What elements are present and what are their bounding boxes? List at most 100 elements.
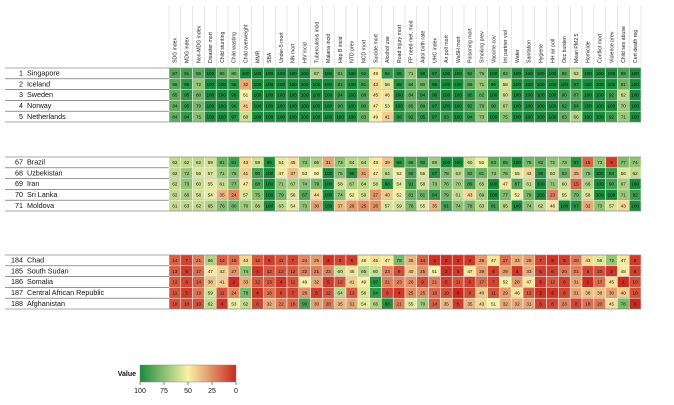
country-label: Sweden xyxy=(27,90,53,99)
cell-value: 66 xyxy=(314,160,320,165)
cell-value: 60 xyxy=(338,269,344,274)
cell-value: 99 xyxy=(231,93,237,98)
cell-value: 80 xyxy=(420,82,426,87)
cell-value: 96 xyxy=(231,104,237,109)
cell-value: 89 xyxy=(467,182,473,187)
cell-value: 64 xyxy=(361,182,367,187)
cell-value: 57 xyxy=(243,193,249,198)
cell-value: 97 xyxy=(432,171,438,176)
cell-value: 52 xyxy=(349,193,355,198)
cell-value: 5 xyxy=(457,269,460,274)
country-row: 184 Chad 14 7 21 66 14 16 43 12 6 11 7 24 29 3 8 5 48 45 47 7… xyxy=(5,254,642,267)
rank-label: 186 xyxy=(11,277,23,286)
indicator-header: Water xyxy=(515,49,521,63)
cell-value: 13 xyxy=(172,269,178,274)
cell-value: 67 xyxy=(290,182,296,187)
cell-value: 83 xyxy=(467,171,473,176)
cell-value: 60 xyxy=(373,269,379,274)
cell-value: 56 xyxy=(290,193,296,198)
cell-value: 43 xyxy=(585,258,591,263)
cell-value: 4 xyxy=(221,301,224,306)
cell-value: 82 xyxy=(538,160,544,165)
cell-value: 61 xyxy=(220,182,226,187)
cell-value: 60 xyxy=(550,171,556,176)
cell-value: 7 xyxy=(539,258,542,263)
cell-value: 100 xyxy=(206,71,214,76)
cell-value: 95 xyxy=(184,104,190,109)
cell-value: 74 xyxy=(633,160,639,165)
cell-value: 78 xyxy=(444,171,450,176)
cell-value: 5 xyxy=(539,269,542,274)
cell-value: 24 xyxy=(231,291,237,296)
cell-value: 65 xyxy=(503,203,509,208)
cell-value: 100 xyxy=(265,71,273,76)
cell-value: 40 xyxy=(479,291,485,296)
cell-value: 73 xyxy=(597,160,603,165)
indicator-header: HH air poll xyxy=(550,39,556,63)
cell-value: 16 xyxy=(290,301,296,306)
cell-value: 75 xyxy=(196,114,202,119)
cell-value: 63 xyxy=(184,203,190,208)
cell-value: 59 xyxy=(208,291,214,296)
cell-value: 32 xyxy=(585,203,591,208)
cell-value: 46 xyxy=(385,93,391,98)
cell-value: 81 xyxy=(220,160,226,165)
cell-value: 18 xyxy=(267,291,273,296)
country-label: Sri Lanka xyxy=(27,190,57,199)
cell-value: 35 xyxy=(574,171,580,176)
cell-value: 98 xyxy=(397,82,403,87)
cell-value: 49 xyxy=(373,71,379,76)
cell-value: 8 xyxy=(280,291,283,296)
cell-value: 30 xyxy=(314,203,320,208)
cell-value: 67 xyxy=(349,182,355,187)
cell-value: 100 xyxy=(596,182,604,187)
cell-value: 3 xyxy=(327,258,330,263)
indicator-header: Air poll mort xyxy=(444,35,450,63)
cell-value: 100 xyxy=(513,160,521,165)
cell-value: 73 xyxy=(479,114,485,119)
cell-value: 92 xyxy=(467,104,473,109)
cell-value: 100 xyxy=(265,82,273,87)
indicator-header: Violence prev xyxy=(609,31,615,63)
cell-value: 7 xyxy=(292,258,295,263)
cell-value: 77 xyxy=(231,182,237,187)
cell-value: 5 xyxy=(610,160,613,165)
cell-value: 79 xyxy=(196,104,202,109)
legend-tick-label: 25 xyxy=(208,388,216,395)
cell-value: 100 xyxy=(442,160,450,165)
indicator-header: SBA xyxy=(267,52,273,63)
cell-value: 29 xyxy=(349,203,355,208)
cell-value: 5 xyxy=(457,301,460,306)
cell-value: 100 xyxy=(584,93,592,98)
cell-value: 100 xyxy=(631,71,639,76)
cell-value: 100 xyxy=(513,104,521,109)
cell-value: 53 xyxy=(385,104,391,109)
cell-value: 10 xyxy=(633,280,639,285)
cell-value: 43 xyxy=(526,171,532,176)
cell-value: 100 xyxy=(513,93,521,98)
cell-value: 35 xyxy=(408,258,414,263)
cell-value: 51 xyxy=(491,301,497,306)
cell-value: 94 xyxy=(184,114,190,119)
cell-value: 61 xyxy=(172,203,178,208)
cell-value: 100 xyxy=(454,82,462,87)
cell-value: 100 xyxy=(324,203,332,208)
cell-value: 92 xyxy=(467,71,473,76)
cell-value: 24 xyxy=(302,258,308,263)
cell-value: 5 xyxy=(563,258,566,263)
cell-value: 41 xyxy=(243,171,249,176)
cell-value: 8 xyxy=(575,301,578,306)
legend-tick-label: 0 xyxy=(234,388,238,395)
cell-value: 100 xyxy=(596,82,604,87)
cell-value: 3 xyxy=(433,258,436,263)
cell-value: 96 xyxy=(397,71,403,76)
cell-value: 7 xyxy=(492,280,495,285)
cell-value: 43 xyxy=(467,193,473,198)
cell-value: 77 xyxy=(621,160,627,165)
country-label: Moldova xyxy=(27,201,54,210)
cell-value: 100 xyxy=(277,93,285,98)
cell-value: 2 xyxy=(445,258,448,263)
indicator-header: NTD prev xyxy=(350,40,356,63)
cell-value: 15 xyxy=(574,182,580,187)
cell-value: 96 xyxy=(184,82,190,87)
